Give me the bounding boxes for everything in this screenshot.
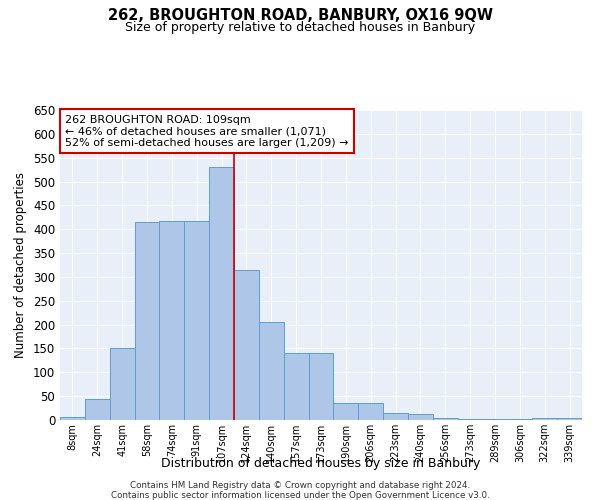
Bar <box>259 322 284 420</box>
Text: Contains public sector information licensed under the Open Government Licence v3: Contains public sector information licen… <box>110 491 490 500</box>
Bar <box>184 220 209 420</box>
Bar <box>134 222 160 420</box>
Bar <box>482 419 508 420</box>
Bar <box>308 353 334 420</box>
Y-axis label: Number of detached properties: Number of detached properties <box>14 172 28 358</box>
Bar <box>284 353 308 420</box>
Bar <box>532 418 557 420</box>
Bar <box>383 413 408 420</box>
Bar <box>234 270 259 420</box>
Text: Distribution of detached houses by size in Banbury: Distribution of detached houses by size … <box>161 458 481 470</box>
Bar <box>508 419 532 420</box>
Text: 262, BROUGHTON ROAD, BANBURY, OX16 9QW: 262, BROUGHTON ROAD, BANBURY, OX16 9QW <box>107 8 493 22</box>
Bar <box>60 416 85 420</box>
Bar <box>160 220 184 420</box>
Text: Size of property relative to detached houses in Banbury: Size of property relative to detached ho… <box>125 21 475 34</box>
Bar <box>458 419 482 420</box>
Text: 262 BROUGHTON ROAD: 109sqm
← 46% of detached houses are smaller (1,071)
52% of s: 262 BROUGHTON ROAD: 109sqm ← 46% of deta… <box>65 114 349 148</box>
Bar <box>209 167 234 420</box>
Text: Contains HM Land Registry data © Crown copyright and database right 2024.: Contains HM Land Registry data © Crown c… <box>130 481 470 490</box>
Bar <box>408 414 433 420</box>
Bar <box>358 404 383 420</box>
Bar <box>557 418 582 420</box>
Bar <box>110 348 134 420</box>
Bar <box>433 418 458 420</box>
Bar <box>334 404 358 420</box>
Bar <box>85 399 110 420</box>
